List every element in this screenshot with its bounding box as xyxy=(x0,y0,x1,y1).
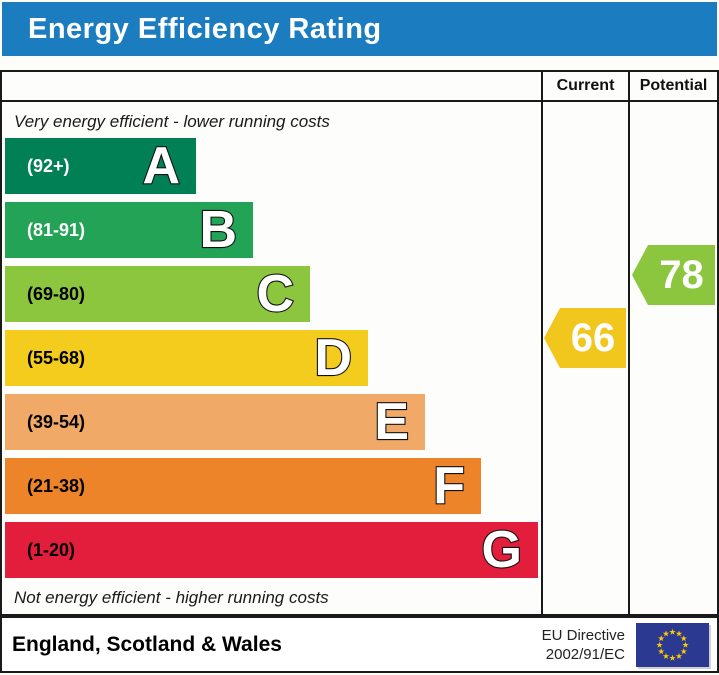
eu-directive-line2: 2002/91/EC xyxy=(545,645,625,663)
band-letter: A xyxy=(141,137,181,195)
band-row-c: (69-80) C xyxy=(5,265,310,323)
current-column-header: Current xyxy=(556,77,615,94)
band-range-label: (1-20) xyxy=(27,539,76,560)
region-label: England, Scotland & Wales xyxy=(12,632,282,656)
band-range-label: (55-68) xyxy=(27,347,86,368)
rating-table: Current Potential Very energy efficient … xyxy=(0,70,719,616)
band-letter: G xyxy=(480,521,523,579)
current-column-divider xyxy=(541,72,543,614)
band-letter: B xyxy=(198,201,238,259)
band-row-a: (92+) A xyxy=(5,137,196,195)
potential-column-header: Potential xyxy=(639,77,708,94)
band-row-g: (1-20) G xyxy=(5,521,538,579)
eu-flag-icon xyxy=(636,622,709,667)
top-note: Very energy efficient - lower running co… xyxy=(14,112,330,131)
band-row-b: (81-91) B xyxy=(5,201,253,259)
band-range-label: (81-91) xyxy=(27,219,86,240)
band-letter: E xyxy=(373,393,410,451)
footer: England, Scotland & Wales EU Directive 2… xyxy=(0,616,719,673)
header-separator xyxy=(2,100,717,102)
band-list: (92+) A (81-91) B (69-80) C (55-68) D (39-54) E (2… xyxy=(2,72,717,614)
eu-directive-line1: EU Directive xyxy=(541,626,625,644)
band-letter: F xyxy=(432,457,466,515)
band-row-d: (55-68) D xyxy=(5,329,368,387)
page-title: Energy Efficiency Rating xyxy=(2,2,717,56)
band-range-label: (21-38) xyxy=(27,475,86,496)
band-letter: C xyxy=(255,265,295,323)
current-arrow: 66 xyxy=(544,308,626,368)
potential-arrow: 78 xyxy=(632,245,715,305)
potential-column-divider xyxy=(628,72,630,614)
band-row-e: (39-54) E xyxy=(5,393,425,451)
band-range-label: (92+) xyxy=(27,155,70,176)
potential-value: 78 xyxy=(659,253,704,297)
current-value: 66 xyxy=(570,316,616,360)
band-range-label: (69-80) xyxy=(27,283,86,304)
bottom-note: Not energy efficient - higher running co… xyxy=(14,588,329,607)
band-range-label: (39-54) xyxy=(27,411,86,432)
band-row-f: (21-38) F xyxy=(5,457,481,515)
band-letter: D xyxy=(313,329,353,387)
eu-directive-label: EU Directive 2002/91/EC xyxy=(542,626,625,664)
